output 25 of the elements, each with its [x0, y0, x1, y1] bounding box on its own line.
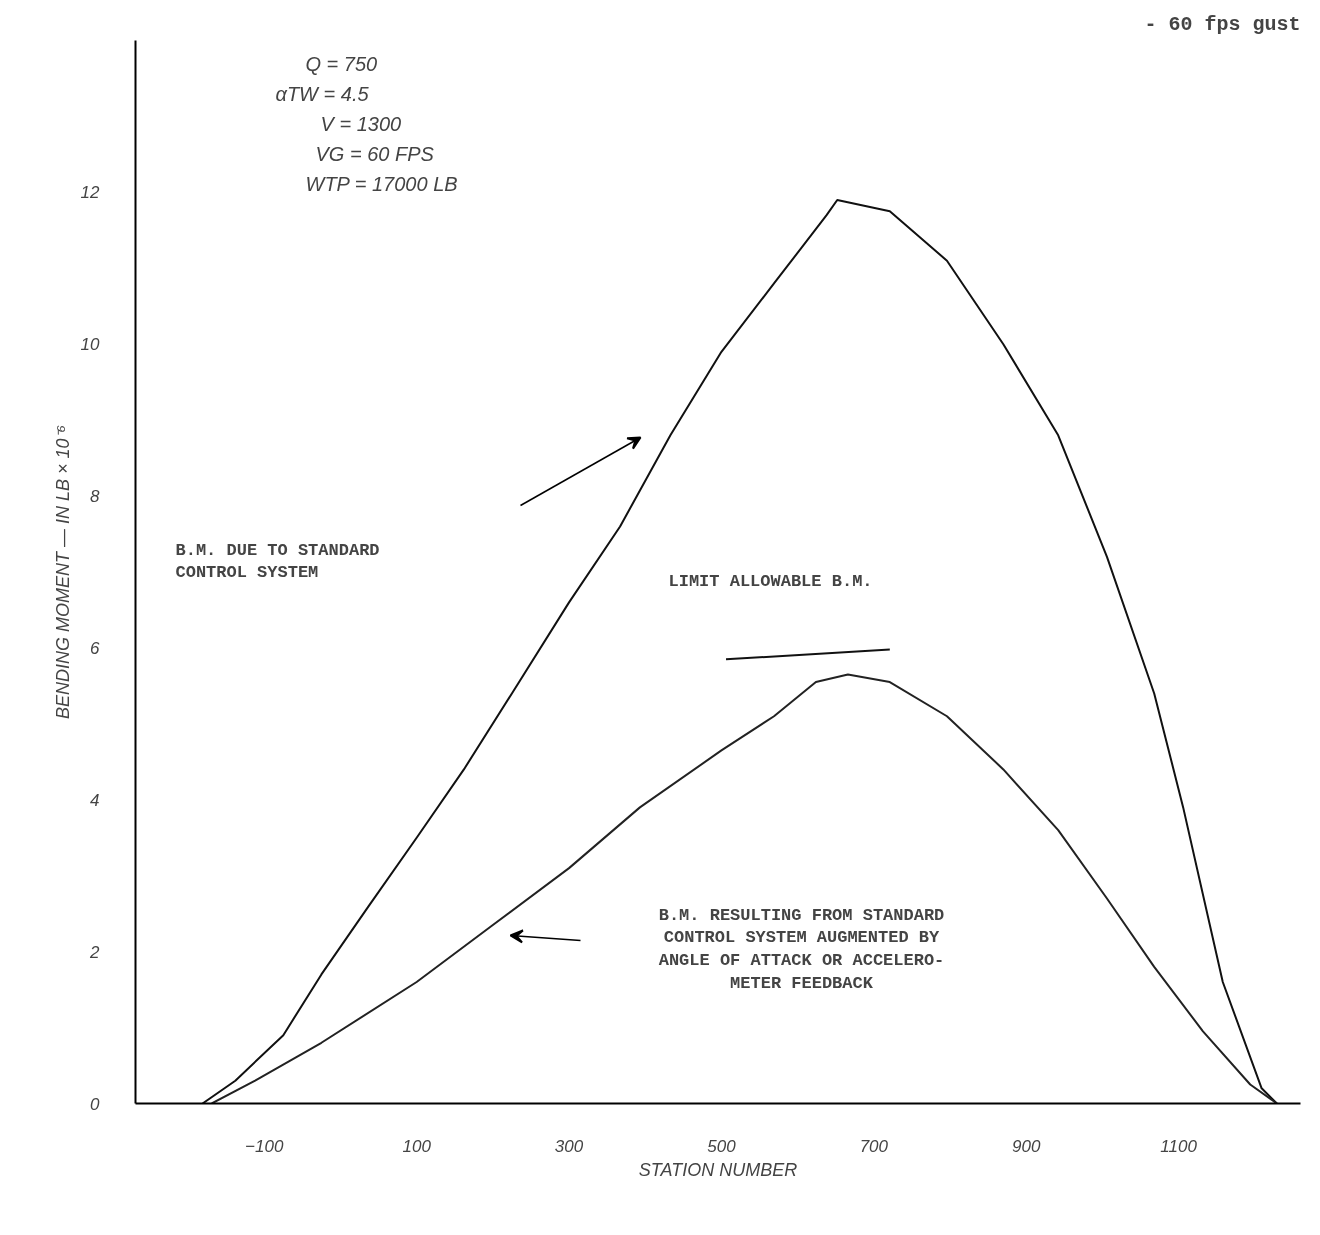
y-tick-label: 2 [89, 942, 101, 962]
y-tick-label: 10 [80, 335, 101, 355]
x-tick-label: 300 [554, 1136, 584, 1156]
x-tick-label: 500 [707, 1136, 737, 1156]
annotation: WTP = 17000 LB [305, 172, 458, 195]
y-axis-title: BENDING MOMENT — IN LB × 10⁻⁶ [52, 424, 73, 720]
annotation: Q = 750 [305, 52, 378, 75]
y-tick-label: 6 [90, 638, 101, 658]
x-tick-label: 700 [859, 1136, 889, 1156]
x-axis-title: STATION NUMBER [638, 1159, 798, 1180]
x-tick-label: 900 [1012, 1136, 1041, 1156]
x-tick-label: 100 [402, 1136, 432, 1156]
chart-title: - 60 fps gust [1144, 12, 1301, 36]
x-tick-label: 1100 [1160, 1136, 1198, 1156]
y-tick-label: 4 [90, 790, 100, 810]
y-tick-label: 8 [90, 487, 101, 507]
annotation: B.M. RESULTING FROM STANDARD CONTROL SYSTEM AUGMENTED BY ANGLE OF ATTACK OR ACCELERO- METER FEEDBACK [658, 905, 945, 993]
y-tick-label: 0 [90, 1094, 101, 1114]
annotation: LIMIT ALLOWABLE B.M. [668, 571, 873, 591]
x-tick-label: −100 [245, 1136, 284, 1156]
annotation: V = 1300 [320, 112, 402, 135]
annotation: VG = 60 FPS [315, 142, 435, 165]
annotation: αTW = 4.5 [275, 82, 370, 105]
y-tick-label: 12 [80, 183, 101, 203]
annotation: B.M. DUE TO STANDARD CONTROL SYSTEM [175, 540, 380, 583]
